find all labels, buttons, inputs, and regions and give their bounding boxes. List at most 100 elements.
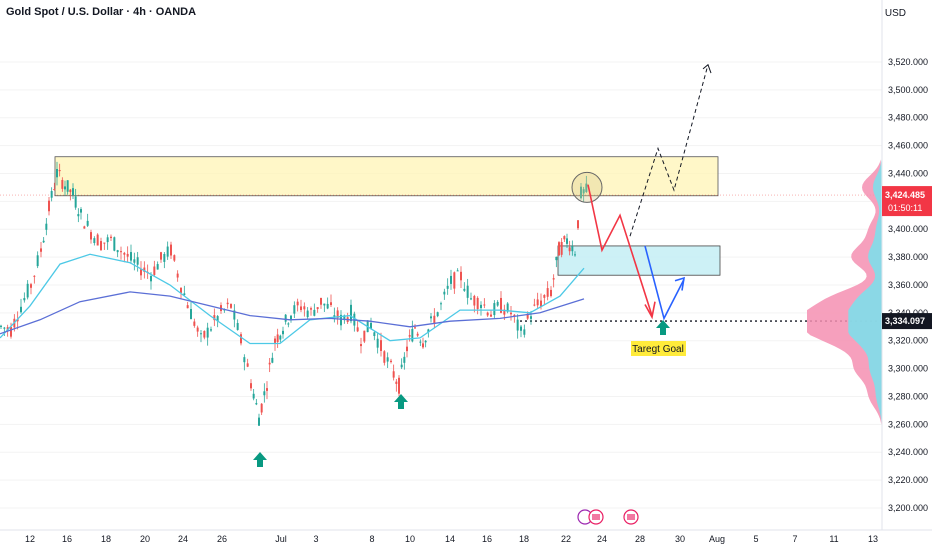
dashed-projection-path — [629, 64, 709, 237]
candle-body — [10, 326, 12, 337]
candle-body — [133, 259, 136, 263]
candle-body — [126, 253, 129, 257]
candle-body — [558, 242, 560, 256]
candle-body — [523, 329, 526, 335]
candle-body — [416, 333, 419, 336]
candle-body — [156, 264, 159, 270]
candle-body — [274, 338, 276, 343]
candle-body — [296, 301, 299, 306]
candle-body — [476, 297, 479, 310]
support-zone — [557, 245, 721, 276]
target-label: Taregt Goal — [632, 344, 684, 355]
x-tick-label: 10 — [405, 534, 415, 544]
candle-body — [440, 303, 442, 305]
candle-body — [3, 327, 6, 329]
volume-profile-sell — [807, 159, 882, 425]
x-tick-label: 16 — [482, 534, 492, 544]
x-tick-label: 30 — [675, 534, 685, 544]
red-projection-path — [587, 184, 653, 316]
candle-body — [343, 315, 346, 321]
x-tick-label: Aug — [709, 534, 725, 544]
candle-body — [45, 223, 48, 230]
target-label-box — [631, 341, 686, 356]
target-price-label: 3,334.097 — [885, 316, 925, 326]
candle-body — [446, 285, 449, 289]
candle-body — [72, 188, 74, 196]
candle-body — [173, 255, 176, 261]
candle-body — [403, 356, 406, 363]
candle-body — [53, 189, 56, 191]
candle-body — [279, 335, 282, 340]
y-tick-label: 3,320.000 — [888, 336, 928, 346]
x-tick-label: 8 — [369, 534, 374, 544]
candle-body — [40, 248, 42, 252]
candle-body — [0, 325, 2, 327]
candle-body — [90, 232, 92, 240]
candle-body — [50, 191, 53, 198]
candle-body — [460, 271, 462, 281]
candle-body — [506, 303, 509, 312]
y-tick-label: 3,400.000 — [888, 224, 928, 234]
candle-body — [350, 304, 352, 322]
candle-body — [424, 340, 427, 343]
candle-body — [190, 309, 192, 320]
chart-title: Gold Spot / U.S. Dollar · 4h · OANDA — [6, 6, 197, 18]
y-tick-label: 3,440.000 — [888, 168, 928, 178]
candle-body — [23, 298, 26, 301]
candle-body — [370, 322, 372, 329]
candle-body — [406, 346, 408, 352]
candle-body — [240, 334, 242, 344]
currency-label[interactable]: USD — [884, 8, 906, 19]
candle-body — [226, 302, 229, 305]
x-tick-label: 18 — [519, 534, 529, 544]
candle-body — [203, 331, 206, 338]
x-tick-label: 18 — [101, 534, 111, 544]
x-tick-label: 12 — [25, 534, 35, 544]
target-price-tag — [882, 313, 932, 330]
candle-body — [74, 196, 77, 208]
candle-body — [36, 255, 39, 267]
candle-body — [303, 306, 306, 310]
candle-body — [540, 300, 542, 307]
x-tick-label: 22 — [561, 534, 571, 544]
candle-body — [260, 403, 263, 413]
candle-body — [480, 304, 482, 309]
candle-body — [300, 306, 302, 311]
candle-body — [360, 344, 362, 347]
highlight-circle — [571, 171, 603, 203]
candle-body — [433, 315, 436, 324]
candle-body — [427, 329, 430, 333]
zones — [0, 156, 882, 322]
candle-body — [210, 329, 212, 331]
candle-body — [268, 362, 271, 365]
x-tick-label: 28 — [635, 534, 645, 544]
candle-body — [258, 417, 260, 426]
candle-body — [213, 315, 216, 321]
flag-icon-inner — [592, 514, 600, 520]
blue-projection-path — [644, 245, 685, 321]
candle-body — [516, 319, 519, 331]
candle-body — [400, 364, 403, 368]
candle-body — [323, 303, 326, 306]
candle-body — [58, 170, 61, 172]
candle-body — [577, 220, 579, 229]
candle-body — [376, 338, 379, 348]
candle-body — [276, 334, 279, 343]
ma-slow-line — [0, 291, 585, 335]
candle-body — [80, 209, 82, 213]
y-tick-label: 3,520.000 — [888, 57, 928, 67]
candle-body — [536, 299, 539, 306]
ma-fast-line — [0, 253, 585, 345]
volume-profile-buy — [848, 159, 882, 425]
candle-body — [136, 257, 139, 265]
candle-body — [503, 309, 506, 315]
candle-body — [86, 220, 89, 226]
candle-body — [513, 314, 516, 317]
y-tick-label: 3,480.000 — [888, 113, 928, 123]
candle-body — [166, 246, 169, 257]
x-tick-label: 7 — [792, 534, 797, 544]
x-tick-label: 5 — [753, 534, 758, 544]
candle-body — [555, 256, 558, 261]
y-tick-label: 3,380.000 — [888, 252, 928, 262]
